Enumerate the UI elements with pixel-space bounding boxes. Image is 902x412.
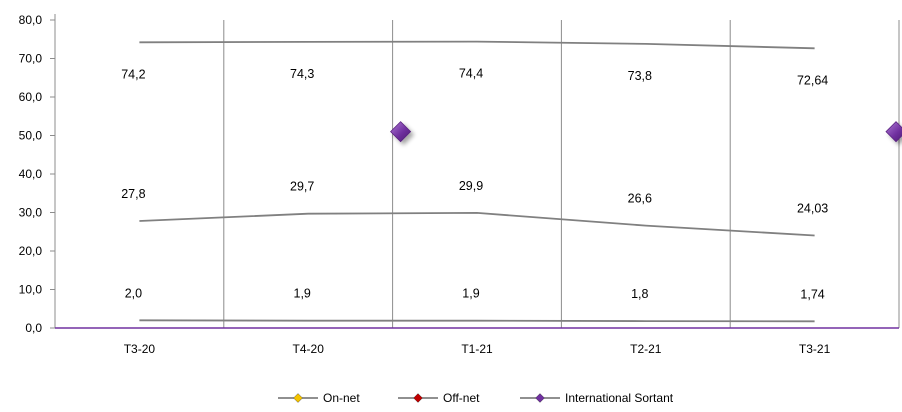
data-label: 24,03 bbox=[797, 201, 828, 215]
legend-diamond-icon bbox=[535, 393, 545, 403]
data-label: 1,9 bbox=[294, 287, 311, 301]
purple-diamond-marker bbox=[390, 121, 412, 143]
data-label: 74,4 bbox=[459, 67, 483, 81]
series-line-0 bbox=[139, 40, 815, 50]
y-tick-label: 60,0 bbox=[19, 90, 43, 104]
series-layer bbox=[139, 40, 815, 323]
data-label: 2,0 bbox=[125, 286, 142, 300]
y-tick-label: 0,0 bbox=[25, 321, 42, 335]
y-tick-label: 10,0 bbox=[19, 283, 43, 297]
legend-label: International Sortant bbox=[565, 391, 674, 405]
series-line-2 bbox=[139, 319, 815, 323]
x-tick-label: T4-20 bbox=[293, 342, 325, 356]
legend-diamond-icon bbox=[413, 393, 423, 403]
legend-label: Off-net bbox=[443, 391, 480, 405]
legend-label: On-net bbox=[323, 391, 360, 405]
x-tick-label: T2-21 bbox=[630, 342, 662, 356]
data-label: 74,3 bbox=[290, 67, 314, 81]
legend-diamond-icon bbox=[293, 393, 303, 403]
data-label: 29,9 bbox=[459, 179, 483, 193]
grid-layer bbox=[223, 20, 900, 328]
y-tick-label: 50,0 bbox=[19, 129, 43, 143]
data-label: 74,2 bbox=[121, 67, 145, 81]
y-tick-label: 70,0 bbox=[19, 52, 43, 66]
data-label: 26,6 bbox=[628, 192, 652, 206]
legend: On-net Off-net International Sortant bbox=[278, 391, 674, 405]
series-line-1 bbox=[139, 211, 815, 237]
x-tick-label: T1-21 bbox=[461, 342, 493, 356]
data-label: 29,7 bbox=[290, 180, 314, 194]
y-tick-label: 30,0 bbox=[19, 206, 43, 220]
data-label: 27,8 bbox=[121, 187, 145, 201]
data-label: 1,8 bbox=[631, 287, 648, 301]
data-label: 73,8 bbox=[628, 69, 652, 83]
x-tick-label: T3-21 bbox=[799, 342, 831, 356]
y-tick-label: 20,0 bbox=[19, 244, 43, 258]
data-label: 1,74 bbox=[800, 287, 824, 301]
x-tick-label: T3-20 bbox=[124, 342, 156, 356]
axis-layer: 0,0 10,0 20,0 30,0 40,0 50,0 60,0 70,0 80,0 T3-20… bbox=[19, 13, 899, 356]
purple-diamond-marker bbox=[885, 121, 902, 143]
y-tick-label: 40,0 bbox=[19, 167, 43, 181]
data-label-layer: 74,2 74,3 74,4 73,8 72,64 27,8 29,7 29,9 26,6 24,… bbox=[121, 67, 828, 302]
y-tick-label: 80,0 bbox=[19, 13, 43, 27]
data-label: 1,9 bbox=[462, 287, 479, 301]
data-label: 72,64 bbox=[797, 73, 828, 87]
annotation-layer bbox=[390, 121, 902, 143]
